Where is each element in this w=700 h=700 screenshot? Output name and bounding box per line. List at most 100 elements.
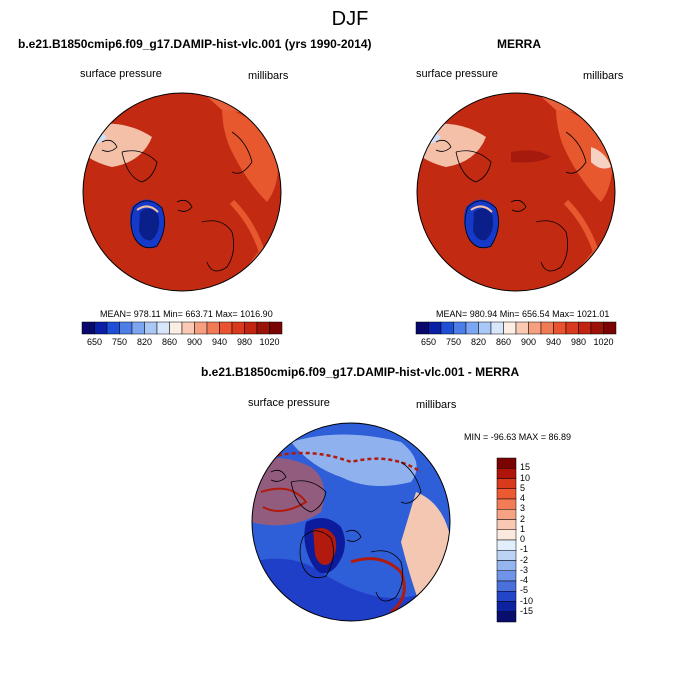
colorbar-swatch — [496, 468, 517, 479]
colorbar-obs — [415, 321, 617, 335]
colorbar-swatch — [578, 321, 592, 335]
colorbar-swatch — [496, 539, 517, 551]
colorbar-swatch — [496, 498, 517, 510]
colorbar-swatch — [496, 591, 517, 602]
figure-title: DJF — [331, 8, 369, 30]
colorbar-swatch — [496, 550, 517, 561]
panel-obs-variable-label: surface pressure — [416, 68, 498, 80]
colorbar-swatch — [219, 321, 233, 335]
north-america-region — [252, 458, 325, 526]
colorbar-tick-label: 1 — [520, 523, 526, 534]
colorbar-swatch — [496, 529, 517, 541]
colorbar-swatch — [465, 321, 479, 335]
colorbar-tick-label: 940 — [545, 337, 562, 347]
colorbar-tick-label: 980 — [570, 337, 587, 347]
colorbar-model — [81, 321, 283, 335]
colorbar-swatch — [244, 321, 258, 335]
colorbar-tick-label: 940 — [211, 337, 228, 347]
coastline-6 — [510, 199, 527, 212]
siberian-high — [511, 150, 551, 163]
colorbar-tick-label: 3 — [520, 503, 526, 514]
coastline-5 — [435, 139, 452, 152]
colorbar-tick-label: 650 — [420, 337, 437, 347]
colorbar-swatch — [496, 457, 517, 469]
colorbar-tick-label: -1 — [520, 544, 529, 555]
colorbar-tick-label: 0 — [520, 534, 526, 544]
panel-obs-units-label: millibars — [583, 70, 624, 82]
siberia-region — [556, 107, 613, 202]
colorbar-swatch — [428, 321, 442, 335]
map-border — [416, 92, 616, 292]
colorbar-swatch — [106, 321, 120, 335]
colorbar-tick-label: 15 — [520, 462, 531, 473]
colorbar-tick-label: 750 — [445, 337, 462, 347]
coastline-6 — [345, 529, 362, 542]
colorbar-swatch — [603, 321, 617, 335]
colorbar-tick-label: 900 — [186, 337, 203, 347]
colorbar-swatch — [515, 321, 529, 335]
colorbar-swatch — [256, 321, 270, 335]
colorbar-tick-label: 900 — [520, 337, 537, 347]
colorbar-swatch — [269, 321, 283, 335]
colorbar-swatch — [206, 321, 220, 335]
panel-diff-units-label: millibars — [416, 399, 457, 411]
panel-model-title: b.e21.B1850cmip6.f09_g17.DAMIP-hist-vlc.… — [18, 37, 372, 51]
colorbar-swatch — [181, 321, 195, 335]
panel-model-units-label: millibars — [248, 70, 289, 82]
colorbar-tick-label: 4 — [520, 493, 526, 503]
colorbar-swatch — [528, 321, 542, 335]
coastline-3 — [201, 220, 235, 272]
colorbar-swatch — [496, 519, 517, 530]
coastline-4 — [231, 131, 253, 174]
colorbar-swatch — [553, 321, 567, 335]
colorbar-tick-label: -3 — [520, 564, 529, 575]
greenland-summit — [139, 208, 160, 241]
map-border — [251, 422, 451, 622]
colorbar-tick-label: 860 — [495, 337, 512, 347]
colorbar-swatch — [81, 321, 95, 335]
panel-obs-stats: MEAN= 980.94 Min= 656.54 Max= 1021.01 — [436, 309, 610, 319]
greenland-coast-band — [470, 205, 493, 213]
colorbar-tick-label: -5 — [520, 585, 529, 596]
archipelago-anomaly-line — [260, 487, 308, 512]
colorbar-tick-label: -4 — [520, 575, 529, 585]
coastline-1 — [121, 150, 158, 183]
colorbar-swatch — [590, 321, 604, 335]
coastline-2 — [130, 200, 165, 249]
mountain-anomaly-line — [350, 557, 406, 614]
colorbar-tick-label: 2 — [520, 513, 526, 524]
colorbar-swatch — [496, 611, 517, 623]
coastline-4 — [565, 131, 587, 174]
colorbar-swatch — [490, 321, 504, 335]
colorbar-swatch — [131, 321, 145, 335]
panel-model-variable-label: surface pressure — [80, 68, 162, 80]
colorbar-tick-label: 1020 — [259, 337, 280, 347]
colorbar-swatch — [496, 601, 517, 612]
colorbar-swatch — [119, 321, 133, 335]
colorbar-tick-label: 860 — [161, 337, 178, 347]
panel-diff-stats: MIN = -96.63 MAX = 86.89 — [464, 432, 572, 442]
panel-diff-variable-label: surface pressure — [248, 397, 330, 409]
coastal-anomaly-line — [270, 451, 422, 474]
colorbar-swatch — [194, 321, 208, 335]
colorbar-tick-label: -15 — [520, 605, 534, 616]
colorbar-tick-label: 820 — [470, 337, 487, 347]
colorbar-tick-label: 980 — [236, 337, 253, 347]
colorbar-swatch — [496, 478, 517, 489]
greenland-coast-band — [136, 205, 159, 213]
coastline-1 — [290, 480, 327, 513]
southern-sea-region — [252, 558, 450, 621]
colorbar-swatch — [540, 321, 554, 335]
coastline-5 — [101, 139, 118, 152]
colorbar-tick-label: 820 — [136, 337, 153, 347]
colorbar-swatch — [496, 580, 517, 592]
colorbar-swatch — [496, 570, 517, 582]
colorbar-swatch — [415, 321, 429, 335]
colorbar-swatch — [453, 321, 467, 335]
colorbar-difference — [496, 457, 517, 623]
panel-diff-title: b.e21.B1850cmip6.f09_g17.DAMIP-hist-vlc.… — [201, 365, 520, 379]
colorbar-tick-label: 750 — [111, 337, 128, 347]
colorbar-tick-label: -10 — [520, 595, 534, 606]
polar-map-obs — [416, 92, 616, 292]
colorbar-tick-label: 5 — [520, 482, 526, 493]
